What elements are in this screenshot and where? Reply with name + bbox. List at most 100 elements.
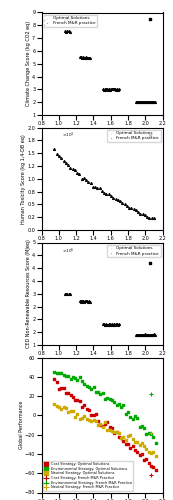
Point: [87, 178, 90, 186]
Point: [151, 98, 154, 106]
Point: [106, 320, 108, 328]
Legend: Cost Strategy: Optimal Solutions, Environmental Strategy: Optimal Solutions, Neu: Cost Strategy: Optimal Solutions, Enviro…: [43, 460, 133, 491]
Point: [65, 290, 68, 298]
Environmental Strategy: Optimal Solutions: (1.48e+06, 22): Optimal Solutions: (1.48e+06, 22): [99, 390, 102, 398]
Cost Strategy: Optimal Solutions: (1.69e+06, -22.8): Optimal Solutions: (1.69e+06, -22.8): [117, 434, 120, 442]
Point: [115, 86, 117, 94]
Point: [125, 202, 128, 209]
Cost Strategy: Optimal Solutions: (1.16e+06, 18.6): Optimal Solutions: (1.16e+06, 18.6): [71, 394, 74, 402]
Cost Strategy: French M&R Practice: (2.06e+06, -62): French M&R Practice: (2.06e+06, -62): [149, 471, 152, 479]
Neutral Strategy: Optimal Solutions: (1.46e+06, -10.2): Optimal Solutions: (1.46e+06, -10.2): [97, 421, 100, 429]
Point: [150, 214, 153, 222]
Environmental Strategy: Optimal Solutions: (1.08e+06, 41): Optimal Solutions: (1.08e+06, 41): [65, 372, 67, 380]
Neutral Strategy: Optimal Solutions: (1.24e+06, -3.81): Optimal Solutions: (1.24e+06, -3.81): [78, 415, 81, 423]
Legend: Optimal Solutions, French M&R practice: Optimal Solutions, French M&R practice: [107, 130, 161, 142]
Point: [74, 166, 76, 174]
Point: [113, 320, 116, 328]
Cost Strategy: Optimal Solutions: (1.48e+06, -9.86): Optimal Solutions: (1.48e+06, -9.86): [99, 421, 102, 429]
Cost Strategy: Optimal Solutions: (1.51e+06, -11.4): Optimal Solutions: (1.51e+06, -11.4): [101, 422, 104, 430]
Point: [103, 189, 106, 197]
Point: [62, 158, 65, 166]
Environmental Strategy: Optimal Solutions: (1.03e+06, 43.9): Optimal Solutions: (1.03e+06, 43.9): [60, 369, 63, 377]
Point: [84, 54, 87, 62]
Point: [145, 330, 148, 338]
Neutral Strategy: Optimal Solutions: (1.43e+06, -6.09): Optimal Solutions: (1.43e+06, -6.09): [94, 417, 97, 425]
Environmental Strategy: Optimal Solutions: (2.12e+06, -29): Optimal Solutions: (2.12e+06, -29): [154, 440, 157, 448]
Neutral Strategy: Optimal Solutions: (1.72e+06, -23.7): Optimal Solutions: (1.72e+06, -23.7): [120, 434, 123, 442]
Environmental Strategy: Optimal Solutions: (1.72e+06, 8.48): Optimal Solutions: (1.72e+06, 8.48): [120, 403, 123, 411]
Point: [53, 145, 56, 153]
Point: [107, 320, 110, 328]
Point: [153, 331, 156, 339]
Point: [85, 54, 88, 62]
Point: [153, 330, 155, 338]
Point: [102, 86, 105, 94]
Point: [138, 98, 140, 106]
Cost Strategy: Optimal Solutions: (2.01e+06, -45.5): Optimal Solutions: (2.01e+06, -45.5): [145, 455, 148, 463]
Environmental Strategy: Optimal Solutions: (1.22e+06, 36.5): Optimal Solutions: (1.22e+06, 36.5): [76, 376, 79, 384]
Point: [153, 98, 156, 106]
Point: [119, 197, 121, 205]
Text: (a): (a): [97, 149, 107, 156]
Point: [146, 98, 149, 106]
Point: [139, 98, 142, 106]
Point: [96, 184, 99, 192]
Point: [102, 320, 104, 328]
Environmental Strategy: Optimal Solutions: (1.88e+06, -0.203): Optimal Solutions: (1.88e+06, -0.203): [134, 412, 136, 420]
Point: [106, 86, 108, 94]
Point: [117, 86, 120, 94]
Cost Strategy: Optimal Solutions: (1.59e+06, -11.8): Optimal Solutions: (1.59e+06, -11.8): [108, 423, 111, 431]
Cost Strategy: Optimal Solutions: (1.08e+06, 23.3): Optimal Solutions: (1.08e+06, 23.3): [65, 389, 67, 397]
Environmental Strategy: Optimal Solutions: (1.69e+06, 11.7): Optimal Solutions: (1.69e+06, 11.7): [117, 400, 120, 408]
Point: [148, 15, 151, 23]
Point: [142, 98, 145, 106]
Cost Strategy: Optimal Solutions: (1.8e+06, -30.2): Optimal Solutions: (1.8e+06, -30.2): [127, 440, 129, 448]
Environmental Strategy: Optimal Solutions: (1.14e+06, 38.1): Optimal Solutions: (1.14e+06, 38.1): [69, 374, 72, 382]
Cost Strategy: Optimal Solutions: (1.06e+06, 28.1): Optimal Solutions: (1.06e+06, 28.1): [62, 384, 65, 392]
Point: [150, 98, 153, 106]
Neutral Strategy: Optimal Solutions: (9.5e+05, 12.2): Optimal Solutions: (9.5e+05, 12.2): [53, 400, 56, 407]
Point: [143, 331, 146, 339]
Y-axis label: Global Performance: Global Performance: [19, 401, 24, 449]
Point: [153, 98, 155, 106]
Point: [106, 321, 109, 329]
Neutral Strategy: Optimal Solutions: (1e+06, 8.32): Optimal Solutions: (1e+06, 8.32): [58, 404, 61, 411]
Point: [106, 86, 109, 94]
Point: [134, 98, 137, 106]
Cost Strategy: Optimal Solutions: (1.14e+06, 20.9): Optimal Solutions: (1.14e+06, 20.9): [69, 391, 72, 399]
Point: [132, 205, 135, 213]
Neutral Strategy: Optimal Solutions: (2.07e+06, -38.6): Optimal Solutions: (2.07e+06, -38.6): [150, 448, 152, 456]
Point: [144, 212, 146, 220]
Point: [101, 187, 103, 195]
Point: [58, 152, 60, 160]
Point: [116, 196, 119, 204]
Neutral Strategy: Optimal Solutions: (1.83e+06, -20.6): Optimal Solutions: (1.83e+06, -20.6): [129, 431, 132, 439]
Point: [66, 28, 69, 36]
Point: [102, 86, 104, 94]
Environmental Strategy: Optimal Solutions: (2.09e+06, -22.1): Optimal Solutions: (2.09e+06, -22.1): [152, 432, 155, 440]
Point: [146, 330, 149, 338]
Cost Strategy: Optimal Solutions: (1.22e+06, 15.4): Optimal Solutions: (1.22e+06, 15.4): [76, 396, 79, 404]
Point: [149, 98, 152, 106]
X-axis label: LCHAC ($): LCHAC ($): [88, 242, 116, 248]
Point: [104, 85, 107, 93]
Point: [82, 53, 85, 61]
Cost Strategy: Optimal Solutions: (1.85e+06, -31.9): Optimal Solutions: (1.85e+06, -31.9): [131, 442, 134, 450]
Point: [147, 98, 150, 106]
Point: [102, 320, 105, 328]
Point: [128, 204, 130, 212]
Text: (c): (c): [97, 379, 107, 386]
Environmental Strategy: Optimal Solutions: (1.43e+06, 24.6): Optimal Solutions: (1.43e+06, 24.6): [94, 388, 97, 396]
Neutral Strategy: Optimal Solutions: (1.64e+06, -17.7): Optimal Solutions: (1.64e+06, -17.7): [113, 428, 116, 436]
Text: $\times10^5$: $\times10^5$: [62, 16, 75, 26]
Cost Strategy: Optimal Solutions: (2.12e+06, -56.6): Optimal Solutions: (2.12e+06, -56.6): [154, 466, 157, 474]
Environmental Strategy: Optimal Solutions: (1.93e+06, -12.2): Optimal Solutions: (1.93e+06, -12.2): [138, 423, 141, 431]
Point: [140, 98, 143, 106]
Neutral Strategy: Optimal Solutions: (1.14e+06, 4.14): Optimal Solutions: (1.14e+06, 4.14): [69, 408, 72, 416]
Environmental Strategy: Optimal Solutions: (1.85e+06, -3.66): Optimal Solutions: (1.85e+06, -3.66): [131, 415, 134, 423]
Y-axis label: Human Toxicity Score (kg 1,4-DB eq): Human Toxicity Score (kg 1,4-DB eq): [21, 134, 26, 224]
Point: [83, 298, 86, 306]
Legend: Optimal Solutions, French M&R practice: Optimal Solutions, French M&R practice: [44, 14, 97, 27]
Cost Strategy: Optimal Solutions: (2.09e+06, -53.9): Optimal Solutions: (2.09e+06, -53.9): [152, 464, 155, 471]
Environmental Strategy: Optimal Solutions: (2.07e+06, -19.3): Optimal Solutions: (2.07e+06, -19.3): [150, 430, 152, 438]
